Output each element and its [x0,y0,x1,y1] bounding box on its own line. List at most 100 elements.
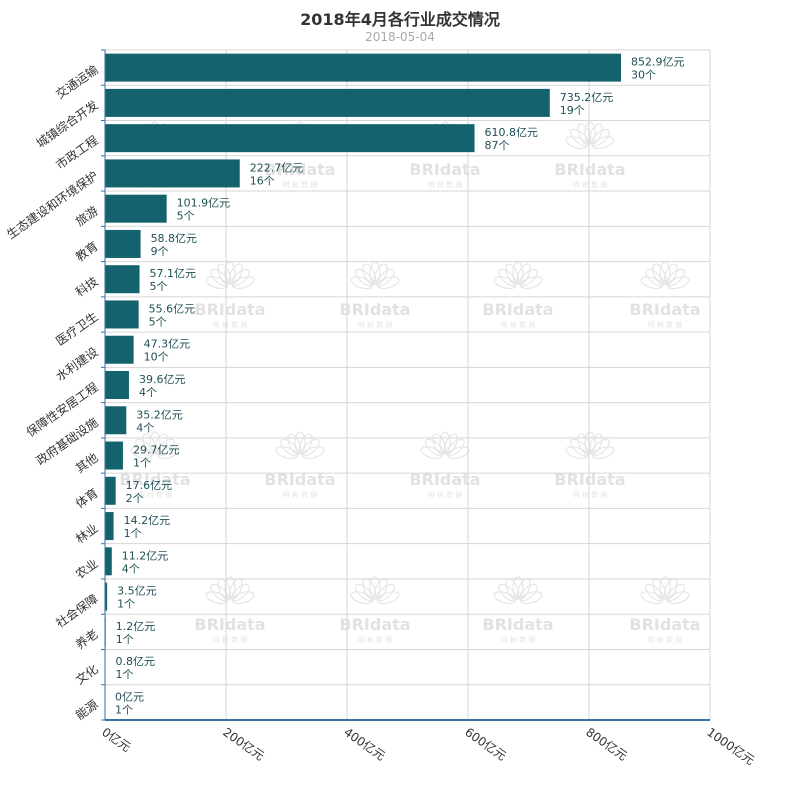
bar [105,194,167,223]
watermark-leaf-icon [369,576,381,600]
bar-count-label: 1个 [116,633,134,646]
chart-title: 2018年4月各行业成交情况 [300,10,500,29]
axis-layer [101,49,710,721]
watermark-leaf-icon [447,446,470,460]
x-tick-label: 1000亿元 [704,724,757,768]
bar-value-label: 39.6亿元 [139,373,186,386]
watermark-brand: BRIdata [339,300,410,319]
watermark-brand: BRIdata [629,300,700,319]
watermark-brand: BRIdata [482,300,553,319]
watermark-brand: BRIdata [629,615,700,634]
watermark-leaf-icon [592,136,615,150]
bar-count-label: 5个 [149,315,167,328]
bar-count-label: 5个 [177,210,195,223]
bar-count-label: 10个 [144,351,169,364]
y-tick-label: 林业 [73,521,101,546]
bar-count-label: 4个 [122,562,140,575]
watermark-brand: BRIdata [482,615,553,634]
bar-value-label: 852.9亿元 [631,56,685,69]
bar-value-label: 0.8亿元 [115,655,155,668]
bar [105,547,112,576]
y-tick-label: 体育 [72,485,100,511]
y-tick-label: 医疗卫生 [53,309,100,348]
y-tick-label: 农业 [73,556,101,581]
watermark-brand: BRIdata [264,470,335,489]
bar-value-label: 17.6亿元 [126,479,173,492]
watermark-brand: BRIdata [119,470,190,489]
watermark-leaf-icon [232,591,255,605]
bar [105,88,550,117]
watermark-brand: BRIdata [409,160,480,179]
watermark-leaf-icon [232,276,255,290]
bar [105,371,129,399]
bar-count-label: 19个 [560,104,585,117]
watermark-sub: 明 树 数 据 [283,180,318,189]
watermark-leaf-icon [294,431,306,455]
bar [105,512,114,541]
bar [105,335,134,364]
y-tick-label: 教育 [72,238,100,264]
y-tick-label: 科技 [73,274,101,299]
y-tick-label: 其他 [73,451,101,476]
x-tick-label: 200亿元 [220,724,267,763]
watermark-sub: 明 树 数 据 [501,320,536,329]
bar-count-label: 16个 [250,174,275,187]
bar [105,582,108,611]
watermark-sub: 明 树 数 据 [428,180,463,189]
bar-value-label: 35.2亿元 [136,408,183,421]
bar-value-label: 47.3亿元 [144,338,191,351]
watermark-sub: 明 树 数 据 [358,635,393,644]
bar-value-label: 1.2亿元 [116,620,156,633]
bar-value-label: 57.1亿元 [150,267,197,280]
watermark-leaf-icon [584,431,596,455]
watermark-leaf-icon [377,591,400,605]
watermark-leaf-icon [377,276,400,290]
watermark-leaf-icon [157,446,180,460]
watermark-sub: 明 树 数 据 [283,490,318,499]
bar-value-label: 101.9亿元 [177,197,231,210]
bar-count-label: 2个 [126,492,144,505]
watermark-sub: 明 树 数 据 [213,635,248,644]
watermark-sub: 明 树 数 据 [358,320,393,329]
bar-value-label: 610.8亿元 [485,126,539,139]
x-tick-label: 0亿元 [99,724,134,754]
watermark-leaf-icon [659,261,671,285]
watermark-brand: BRIdata [409,470,480,489]
bar [105,53,622,82]
y-tick-label: 文化 [72,661,100,687]
watermark-brand: BRIdata [194,615,265,634]
bar [105,476,116,505]
bar [105,124,475,153]
watermark-leaf-icon [659,576,671,600]
bar-value-label: 0亿元 [115,690,144,703]
bar-value-label: 222.7亿元 [250,161,304,174]
watermark-brand: BRIdata [554,160,625,179]
x-tick-label: 600亿元 [462,724,509,763]
bar [105,159,240,188]
bar-value-label: 14.2亿元 [124,514,171,527]
watermark-sub: 明 树 数 据 [138,490,173,499]
bar-layer [105,53,622,682]
watermark-leaf-icon [520,276,543,290]
watermark-sub: 明 树 数 据 [573,490,608,499]
watermark-sub: 明 树 数 据 [648,320,683,329]
watermark-leaf-icon [592,446,615,460]
y-tick-label: 水利建设 [53,345,100,384]
bar-value-label: 11.2亿元 [122,549,169,562]
bar-count-label: 1个 [115,703,133,716]
bar-value-label: 58.8亿元 [151,232,198,245]
bar-count-label: 87个 [485,139,510,152]
watermark-sub: 明 树 数 据 [428,490,463,499]
bar [105,300,139,329]
x-tick-label: 400亿元 [341,724,388,763]
bar-value-label: 29.7亿元 [133,444,180,457]
